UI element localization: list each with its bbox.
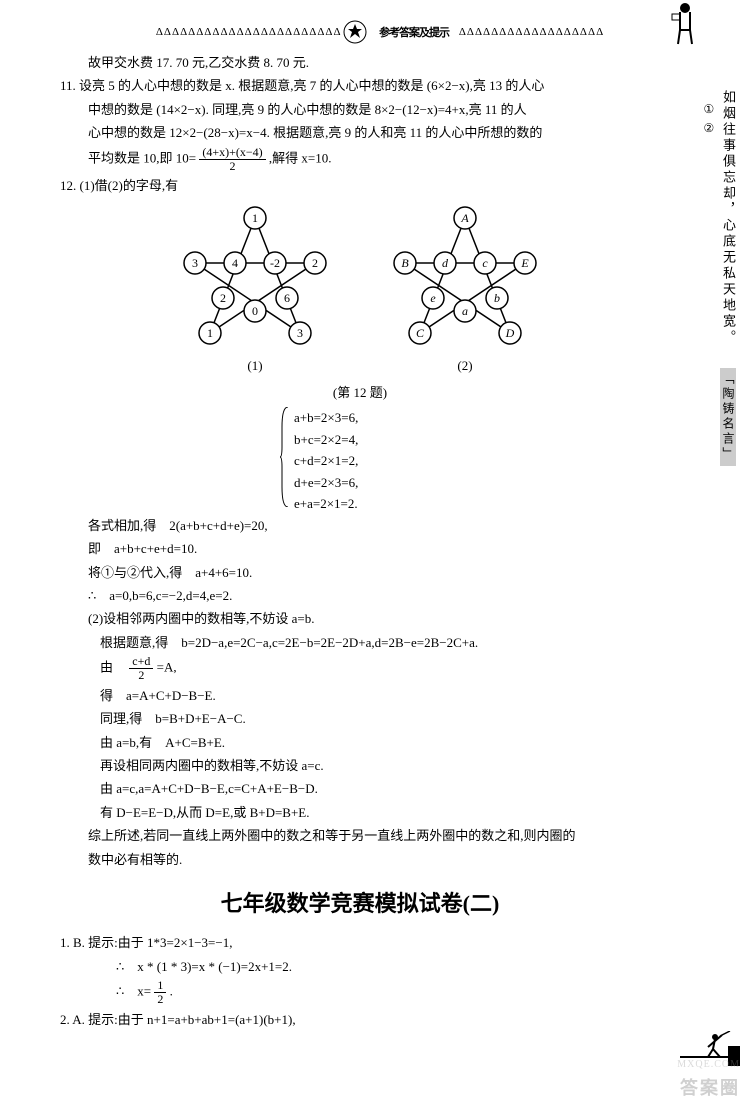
watermark-sub: MXQE.COM: [677, 1059, 740, 1070]
svg-text:3: 3: [297, 326, 303, 340]
star-2: A Bd c E e a b C D (2): [390, 203, 540, 376]
deco-left: ΔΔΔΔΔΔΔΔΔΔΔΔΔΔΔΔΔΔΔΔΔΔΔ: [156, 26, 342, 38]
q12-l6: 根据题意,得 b=2D−a,e=2C−a,c=2E−b=2E−2D+a,d=2B…: [60, 632, 660, 653]
q12-conc1: 综上所述,若同一直线上两外圈中的数之和等于另一直线上两外圈中的数之和,则内圈的: [60, 825, 660, 846]
q11-line4b: ,解得 x=10.: [269, 150, 332, 165]
svg-text:3: 3: [192, 256, 198, 270]
q12-l2-5: 由 a=c,a=A+C+D−B−E,c=C+A+E−B−D.: [60, 778, 660, 799]
q12-num: 12.: [60, 178, 76, 193]
section-2-title: 七年级数学竞赛模拟试卷(二): [60, 886, 660, 922]
deco-right: ΔΔΔΔΔΔΔΔΔΔΔΔΔΔΔΔΔΔ: [459, 26, 604, 38]
q12-l1: 各式相加,得 2(a+b+c+d+e)=20,: [60, 515, 660, 536]
svg-text:2: 2: [312, 256, 318, 270]
q11-line4: 平均数是 10,即 10= (4+x)+(x−4) 2 ,解得 x=10.: [60, 146, 660, 173]
svg-text:-2: -2: [270, 256, 280, 270]
svg-text:2: 2: [220, 291, 226, 305]
sidebar-marks: ① ②: [703, 100, 717, 138]
eq-5: e+a=2×1=2.: [294, 493, 660, 514]
svg-text:1: 1: [252, 211, 258, 225]
fig-caption: (第 12 题): [60, 382, 660, 403]
s2-q1-frac: 1 2: [154, 979, 166, 1006]
q12-l2-4: 再设相同两内圈中的数相等,不妨设 a=c.: [60, 755, 660, 776]
s2-q1-line3: ∴ x= 1 2 .: [60, 979, 660, 1006]
q12-l2-3: 由 a=b,有 A+C=B+E.: [60, 732, 660, 753]
sidebar-quote: 如烟往事俱忘却，心底无私天地宽。 「陶铸名言」 ① ②: [718, 90, 738, 466]
svg-text:D: D: [505, 326, 515, 340]
q11-num: 11.: [60, 78, 76, 93]
person-reading-icon: [670, 0, 700, 45]
s2-q1-num: 1.: [60, 935, 70, 950]
s2-q2: 2. A. 提示:由于 n+1=a+b+ab+1=(a+1)(b+1),: [60, 1009, 660, 1030]
s2-q2-line1: A. 提示:由于 n+1=a+b+ab+1=(a+1)(b+1),: [72, 1012, 295, 1027]
star-2-svg: A Bd c E e a b C D: [390, 203, 540, 353]
star-2-caption: (2): [390, 355, 540, 376]
q10-tail: 故甲交水费 17. 70 元,乙交水费 8. 70 元.: [60, 52, 660, 73]
q12-part1: (1)借(2)的字母,有: [80, 178, 179, 193]
q12-l3: 将①与②代入,得 a+4+6=10.: [60, 562, 660, 583]
s2-q2-num: 2.: [60, 1012, 70, 1027]
q12-conc2: 数中必有相等的.: [60, 849, 660, 870]
star-1-caption: (1): [180, 355, 330, 376]
svg-text:A: A: [460, 211, 469, 225]
q12-l5: (2)设相邻两内圈中的数相等,不妨设 a=b.: [60, 608, 660, 629]
svg-text:E: E: [520, 256, 529, 270]
svg-text:c: c: [482, 256, 488, 270]
s2-q1-line1: B. 提示:由于 1*3=2×1−3=−1,: [73, 935, 232, 950]
star-diagrams: 1 3 4 -2 2 2 0 6 1 3 (1): [60, 203, 660, 376]
q12-cd-after: =A,: [157, 660, 177, 675]
mark-1: ①: [703, 100, 717, 119]
watermark-main: 答案圈: [680, 1074, 740, 1100]
svg-text:e: e: [430, 291, 436, 305]
q11-line1: 设亮 5 的人心中想的数是 x. 根据题意,亮 7 的人心中想的数是 (6×2−…: [79, 78, 544, 93]
eq-4: d+e=2×3=6,: [294, 472, 660, 493]
star-1-svg: 1 3 4 -2 2 2 0 6 1 3: [180, 203, 330, 353]
quote-author: 「陶铸名言」: [720, 368, 736, 466]
q12-l2-2: 同理,得 b=B+D+E−A−C.: [60, 708, 660, 729]
svg-text:0: 0: [252, 304, 258, 318]
svg-text:C: C: [416, 326, 425, 340]
q12-l2-1: 得 a=A+C+D−B−E.: [60, 685, 660, 706]
svg-text:a: a: [462, 304, 468, 318]
q11-fraction: (4+x)+(x−4) 2: [199, 146, 265, 173]
s2-q1: 1. B. 提示:由于 1*3=2×1−3=−1,: [60, 932, 660, 953]
mark-2: ②: [703, 119, 717, 138]
q11-line4a: 平均数是 10,即 10=: [88, 150, 196, 165]
eq-3: c+d=2×1=2,: [294, 450, 660, 471]
q12-l2-6: 有 D−E=E−D,从而 D=E,或 B+D=B+E.: [60, 802, 660, 823]
star-1: 1 3 4 -2 2 2 0 6 1 3 (1): [180, 203, 330, 376]
svg-text:d: d: [442, 256, 449, 270]
eq-2: b+c=2×2=4,: [294, 429, 660, 450]
s2-q1-line2: ∴ x * (1 * 3)=x * (−1)=2x+1=2.: [60, 956, 660, 977]
q11-line3: 心中想的数是 12×2−(28−x)=x−4. 根据题意,亮 9 的人和亮 11…: [60, 122, 660, 143]
brace-icon: [280, 407, 290, 507]
svg-text:b: b: [494, 291, 500, 305]
q12-cd: 由 c+d 2 =A,: [60, 655, 660, 682]
q12-l4: ∴ a=0,b=6,c=−2,d=4,e=2.: [60, 585, 660, 606]
svg-text:1: 1: [207, 326, 213, 340]
quote-text: 如烟往事俱忘却，心底无私天地宽。: [721, 90, 736, 346]
q11: 11. 设亮 5 的人心中想的数是 x. 根据题意,亮 7 的人心中想的数是 (…: [60, 75, 660, 96]
q12-cd-pre: 由: [100, 660, 126, 675]
main-content: 故甲交水费 17. 70 元,乙交水费 8. 70 元. 11. 设亮 5 的人…: [60, 52, 660, 1030]
q12-intro: 12. (1)借(2)的字母,有: [60, 175, 660, 196]
q12-frac2: c+d 2: [129, 655, 153, 682]
page-title: 参考答案及提示: [371, 24, 457, 40]
q11-line2: 中想的数是 (14×2−x). 同理,亮 9 的人心中想的数是 8×2−(12−…: [60, 99, 660, 120]
equation-system: a+b=2×3=6, b+c=2×2=4, c+d=2×1=2, d+e=2×3…: [280, 407, 660, 514]
svg-text:6: 6: [284, 291, 290, 305]
q12-l2: 即 a+b+c+e+d=10.: [60, 538, 660, 559]
header-decoration: ΔΔΔΔΔΔΔΔΔΔΔΔΔΔΔΔΔΔΔΔΔΔΔ 参考答案及提示 ΔΔΔΔΔΔΔΔ…: [60, 20, 700, 44]
svg-text:B: B: [401, 256, 409, 270]
eq-1: a+b=2×3=6,: [294, 407, 660, 428]
svg-text:4: 4: [232, 256, 238, 270]
badge-icon: [343, 20, 367, 44]
